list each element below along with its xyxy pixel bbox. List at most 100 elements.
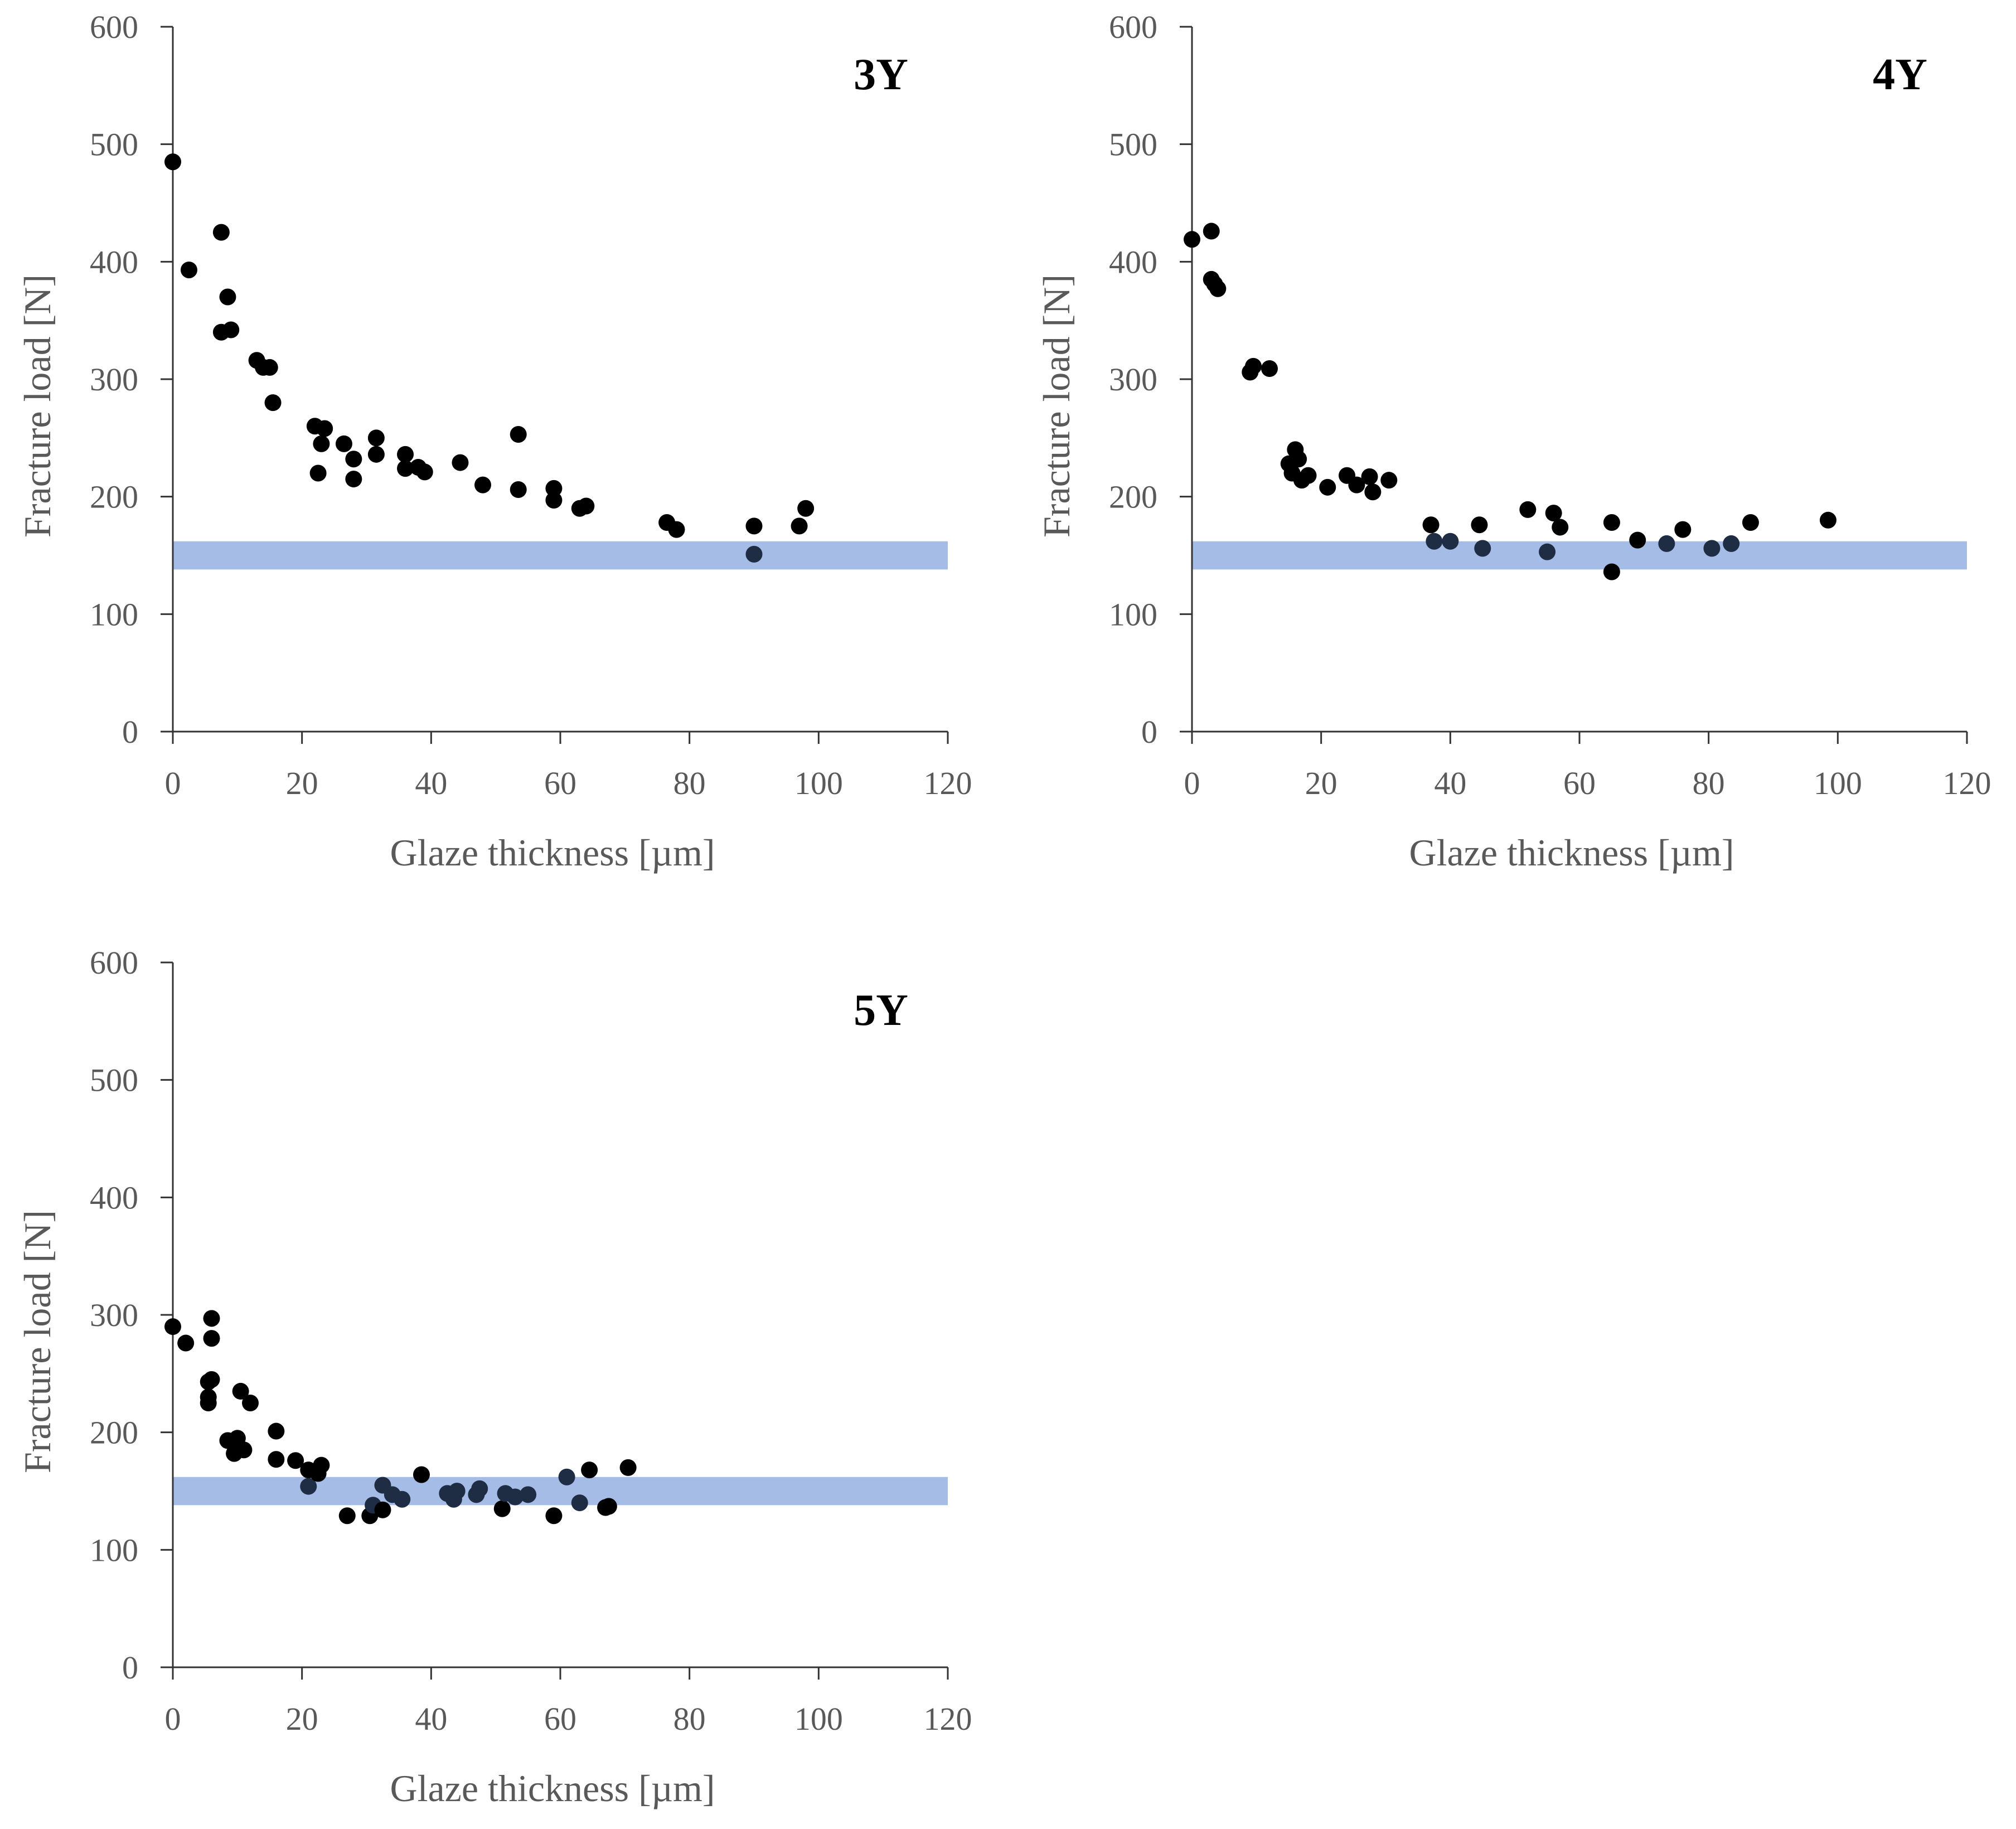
y-tick-label: 100 xyxy=(90,596,138,632)
data-point xyxy=(1261,360,1278,378)
x-tick-label: 20 xyxy=(286,765,318,801)
data-point xyxy=(510,481,527,499)
x-tick-label: 60 xyxy=(544,765,576,801)
data-point xyxy=(345,451,362,468)
y-tick-label: 200 xyxy=(90,479,138,515)
data-point xyxy=(338,1507,356,1525)
data-point xyxy=(1203,222,1220,240)
data-point xyxy=(309,1465,327,1482)
data-point xyxy=(1603,563,1620,580)
data-point xyxy=(1209,280,1227,297)
data-point xyxy=(1300,467,1317,484)
data-point xyxy=(416,463,433,481)
data-point xyxy=(309,464,327,482)
data-point xyxy=(219,288,236,306)
y-tick-label: 200 xyxy=(90,1415,138,1451)
x-tick-label: 80 xyxy=(673,765,706,801)
y-tick-label: 600 xyxy=(1109,9,1157,45)
x-axis-title: Glaze thickness [µm] xyxy=(390,831,715,874)
data-point xyxy=(1552,519,1569,536)
y-axis-title: Fracture load [N] xyxy=(16,274,59,538)
x-tick-label: 20 xyxy=(1305,765,1337,801)
y-tick-label: 0 xyxy=(1141,714,1157,750)
data-point xyxy=(374,1501,391,1518)
panel-title: 4Y xyxy=(1873,50,1927,99)
x-tick-label: 40 xyxy=(415,765,447,801)
data-point xyxy=(164,153,181,171)
data-point xyxy=(1184,231,1200,248)
data-point xyxy=(268,1451,285,1468)
data-point xyxy=(177,1334,195,1352)
x-axis-title: Glaze thickness [µm] xyxy=(1409,831,1734,874)
y-tick-label: 500 xyxy=(90,1062,138,1099)
data-point xyxy=(1674,521,1692,538)
x-tick-label: 0 xyxy=(165,1701,181,1737)
data-point xyxy=(1658,535,1675,552)
threshold-band xyxy=(1192,541,1967,570)
y-tick-label: 100 xyxy=(1109,596,1157,632)
data-point xyxy=(1426,533,1443,550)
data-point xyxy=(203,1330,220,1347)
data-point xyxy=(235,1441,253,1459)
data-point xyxy=(581,1462,598,1479)
data-point xyxy=(212,224,230,241)
y-tick-label: 100 xyxy=(90,1532,138,1568)
data-point xyxy=(242,1395,259,1411)
data-point xyxy=(1474,540,1491,557)
y-tick-label: 500 xyxy=(90,127,138,163)
data-point xyxy=(335,435,352,452)
x-tick-label: 40 xyxy=(1434,765,1466,801)
data-point xyxy=(1245,357,1262,375)
y-tick-label: 0 xyxy=(122,1649,138,1686)
data-point xyxy=(261,359,278,376)
data-point xyxy=(203,1371,220,1388)
data-point xyxy=(203,1310,220,1327)
y-axis-title: Fracture load [N] xyxy=(1035,274,1078,538)
data-point xyxy=(394,1491,411,1508)
chart-panel-5y: 0 100 200 300 400 500 600 0 20 40 60 80 100 120 Glaze … xyxy=(16,945,972,1809)
data-point xyxy=(1603,514,1620,531)
data-point xyxy=(448,1483,466,1499)
y-tick-label: 600 xyxy=(90,9,138,45)
x-tick-label: 100 xyxy=(1814,765,1862,801)
x-tick-label: 120 xyxy=(1943,765,1991,801)
x-tick-label: 60 xyxy=(1563,765,1596,801)
data-point xyxy=(316,420,333,437)
data-point xyxy=(510,426,527,443)
data-point xyxy=(1742,514,1759,531)
y-tick-label: 300 xyxy=(90,1297,138,1333)
x-tick-label: 40 xyxy=(415,1701,447,1737)
data-point xyxy=(200,1395,217,1411)
data-point xyxy=(452,454,469,471)
data-point xyxy=(745,545,763,563)
x-tick-label: 120 xyxy=(924,765,972,801)
data-point xyxy=(600,1498,617,1515)
y-tick-label: 400 xyxy=(90,1179,138,1216)
data-point xyxy=(1703,540,1721,557)
data-point xyxy=(1539,543,1556,560)
data-point xyxy=(791,517,808,535)
data-point xyxy=(345,471,362,488)
threshold-band xyxy=(173,541,948,570)
data-point xyxy=(1422,516,1440,534)
y-axis-title: Fracture load [N] xyxy=(16,1210,59,1473)
data-point xyxy=(545,480,563,497)
x-tick-label: 100 xyxy=(794,1701,843,1737)
data-point xyxy=(1545,505,1562,522)
data-point xyxy=(745,517,763,535)
data-point xyxy=(578,497,595,515)
data-point xyxy=(1348,476,1365,493)
data-point xyxy=(1629,531,1646,549)
data-point xyxy=(545,491,563,509)
x-tick-label: 80 xyxy=(1693,765,1725,801)
data-point xyxy=(180,262,197,279)
data-point xyxy=(1519,501,1537,518)
chart-panel-4y: 0 100 200 300 400 500 600 0 20 40 60 80 100 120 Glaze … xyxy=(1035,9,1991,874)
data-point xyxy=(1471,516,1488,534)
data-point xyxy=(313,435,330,452)
data-point xyxy=(1723,535,1740,552)
data-point xyxy=(232,1382,249,1400)
data-point xyxy=(1364,483,1382,501)
data-point xyxy=(471,1480,488,1497)
